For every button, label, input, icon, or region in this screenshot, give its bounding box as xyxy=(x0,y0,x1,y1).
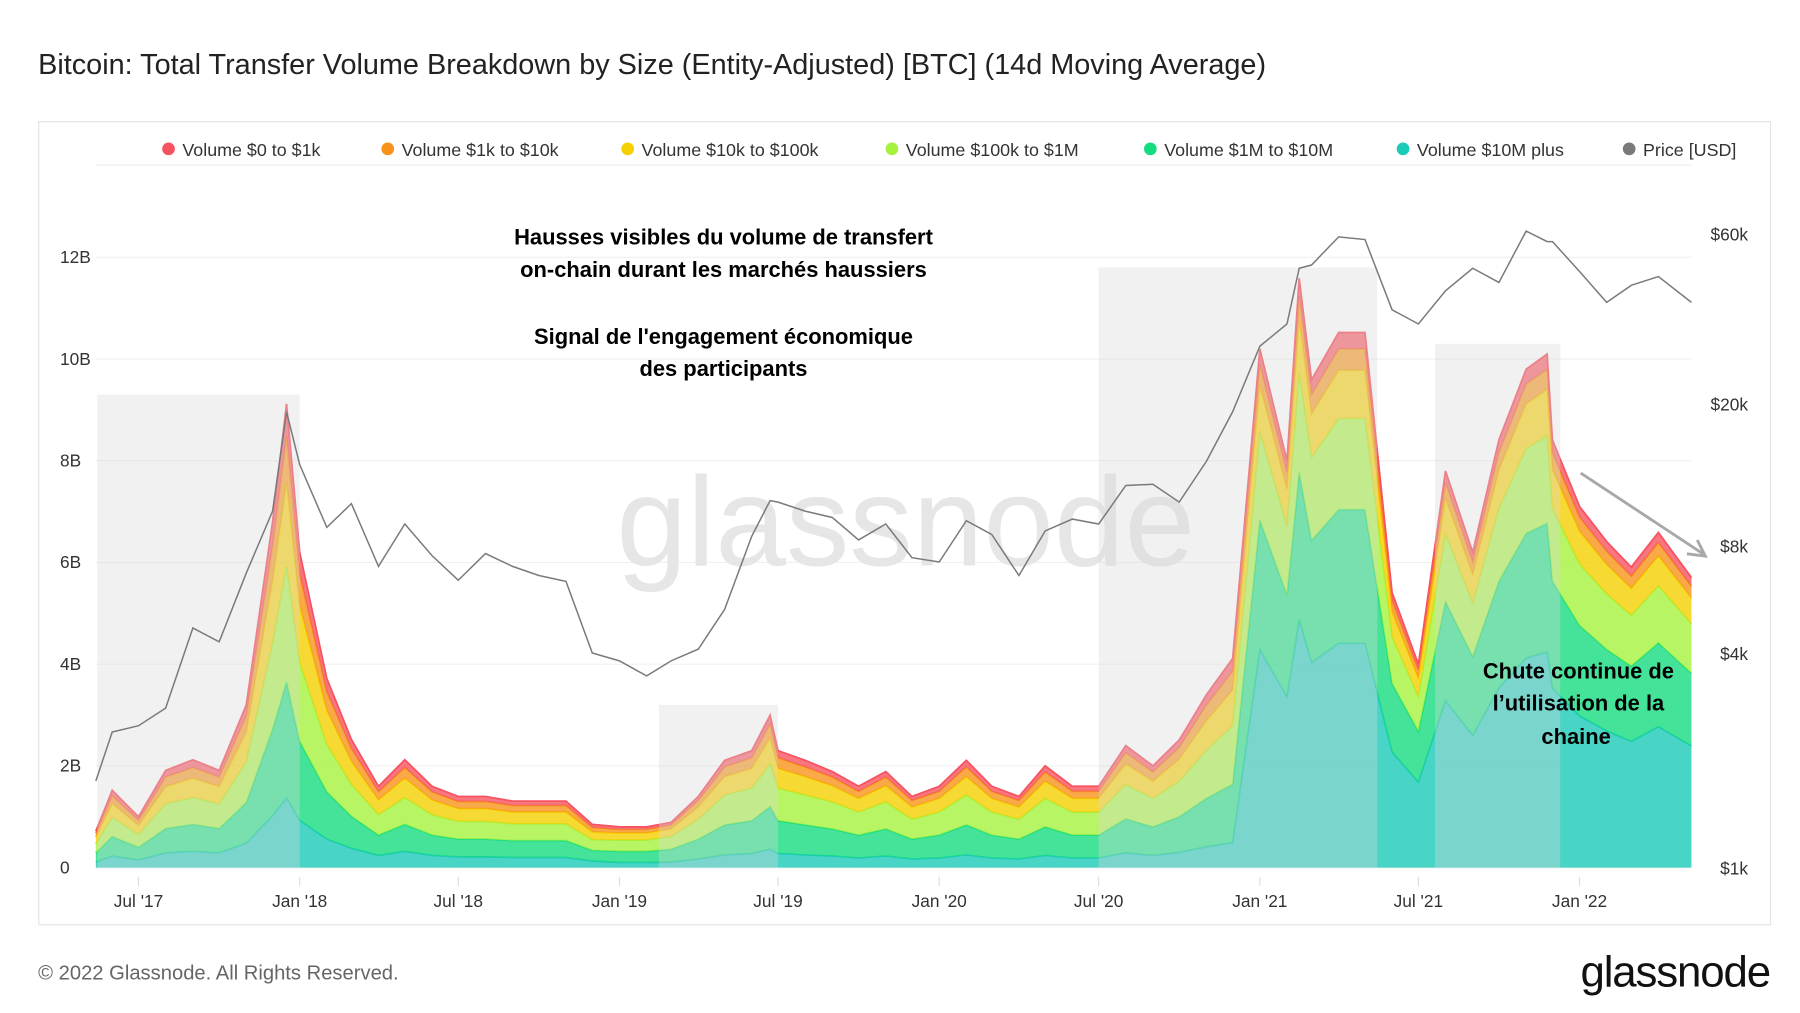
annotation-top: Hausses visibles du volume de transfert … xyxy=(514,225,934,382)
x-tick-label: Jan '19 xyxy=(592,891,647,911)
legend-label: Volume $100k to $1M xyxy=(906,140,1079,160)
legend-item[interactable]: Volume $1M to $10M xyxy=(1144,140,1333,160)
area-edge xyxy=(95,278,1693,832)
area-volume-1m-to-10m xyxy=(95,472,1692,863)
legend-dot-icon xyxy=(381,142,395,156)
x-tick-label: Jul '19 xyxy=(753,891,802,911)
trend-arrow xyxy=(1579,471,1708,558)
highlighted-period xyxy=(1098,267,1378,868)
legend-label: Volume $10k to $100k xyxy=(642,140,819,160)
copyright: © 2022 Glassnode. All Rights Reserved. xyxy=(38,963,399,985)
legend-item[interactable]: Volume $0 to $1k xyxy=(162,140,321,160)
x-tick-label: Jan '18 xyxy=(272,891,327,911)
legend-dot-icon xyxy=(885,142,899,156)
annotation-line: Hausses visibles du volume de transfert xyxy=(514,225,934,250)
area-volume-10m-plus xyxy=(95,619,1692,868)
legend-item[interactable]: Volume $1k to $10k xyxy=(381,140,559,160)
annotation-line: Signal de l'engagement économique xyxy=(534,324,913,349)
highlighted-period xyxy=(658,704,779,868)
annotation-line: l’utilisation de la xyxy=(1493,691,1665,716)
chart-title: Bitcoin: Total Transfer Volume Breakdown… xyxy=(38,49,1266,81)
stacked-areas xyxy=(95,278,1693,868)
y-tick-label: 6B xyxy=(60,552,81,572)
axes: 0 2B 4B 6B 8B 10B 12B $1k $4k $8k $20k $60k Jul '17 J… xyxy=(60,225,1748,911)
highlighted-period xyxy=(1435,343,1561,868)
legend-item[interactable]: Volume $10k to $100k xyxy=(621,140,819,160)
x-tick-label: Jan '20 xyxy=(912,891,967,911)
annotation-line: on-chain durant les marchés haussiers xyxy=(520,257,927,282)
annotation-right: Chute continue de l’utilisation de la ch… xyxy=(1483,658,1674,749)
legend: Volume $0 to $1k Volume $1k to $10k Volume… xyxy=(162,140,1736,160)
annotation-line: Chute continue de xyxy=(1483,658,1674,683)
legend-item[interactable]: Volume $100k to $1M xyxy=(885,140,1079,160)
y-tick-label: 12B xyxy=(60,247,91,267)
legend-label: Volume $1M to $10M xyxy=(1164,140,1333,160)
area-volume-100k-to-1m xyxy=(95,372,1692,853)
legend-label: Volume $0 to $1k xyxy=(182,140,320,160)
legend-label: Price [USD] xyxy=(1643,140,1736,160)
y2-tick-label: $60k xyxy=(1710,225,1748,245)
price-line xyxy=(95,230,1692,782)
x-tick-label: Jan '21 xyxy=(1232,891,1287,911)
watermark: glassnode xyxy=(616,450,1195,592)
legend-dot-icon xyxy=(1396,142,1410,156)
y2-tick-label: $20k xyxy=(1710,395,1748,415)
annotation-line: chaine xyxy=(1541,724,1610,749)
area-volume-10k-to-100k xyxy=(95,319,1692,844)
legend-dot-icon xyxy=(1144,142,1157,156)
legend-dot-icon xyxy=(621,142,635,156)
y2-tick-label: $4k xyxy=(1720,644,1748,664)
y2-tick-label: $8k xyxy=(1720,537,1748,557)
y-tick-label: 4B xyxy=(60,654,81,674)
x-tick-label: Jul '21 xyxy=(1394,891,1443,911)
x-tick-label: Jul '18 xyxy=(434,891,483,911)
x-tick-label: Jan '22 xyxy=(1552,891,1607,911)
y2-tick-label: $1k xyxy=(1720,859,1748,879)
x-tick-label: Jul '17 xyxy=(114,891,163,911)
legend-item[interactable]: Volume $10M plus xyxy=(1396,140,1564,160)
legend-item[interactable]: Price [USD] xyxy=(1622,140,1737,160)
legend-dot-icon xyxy=(1622,142,1636,156)
y-tick-label: 2B xyxy=(60,756,81,776)
legend-label: Volume $1k to $10k xyxy=(402,140,559,160)
legend-label: Volume $10M plus xyxy=(1417,140,1564,160)
x-tick-label: Jul '20 xyxy=(1074,891,1123,911)
y-tick-label: 8B xyxy=(60,451,81,471)
glassnode-logo[interactable]: glassnode xyxy=(1580,947,1771,996)
annotation-line: des participants xyxy=(639,356,807,381)
y-tick-label: 10B xyxy=(60,349,91,369)
highlighted-periods xyxy=(97,267,1561,868)
y-tick-label: 0 xyxy=(60,857,70,877)
legend-dot-icon xyxy=(162,142,175,156)
